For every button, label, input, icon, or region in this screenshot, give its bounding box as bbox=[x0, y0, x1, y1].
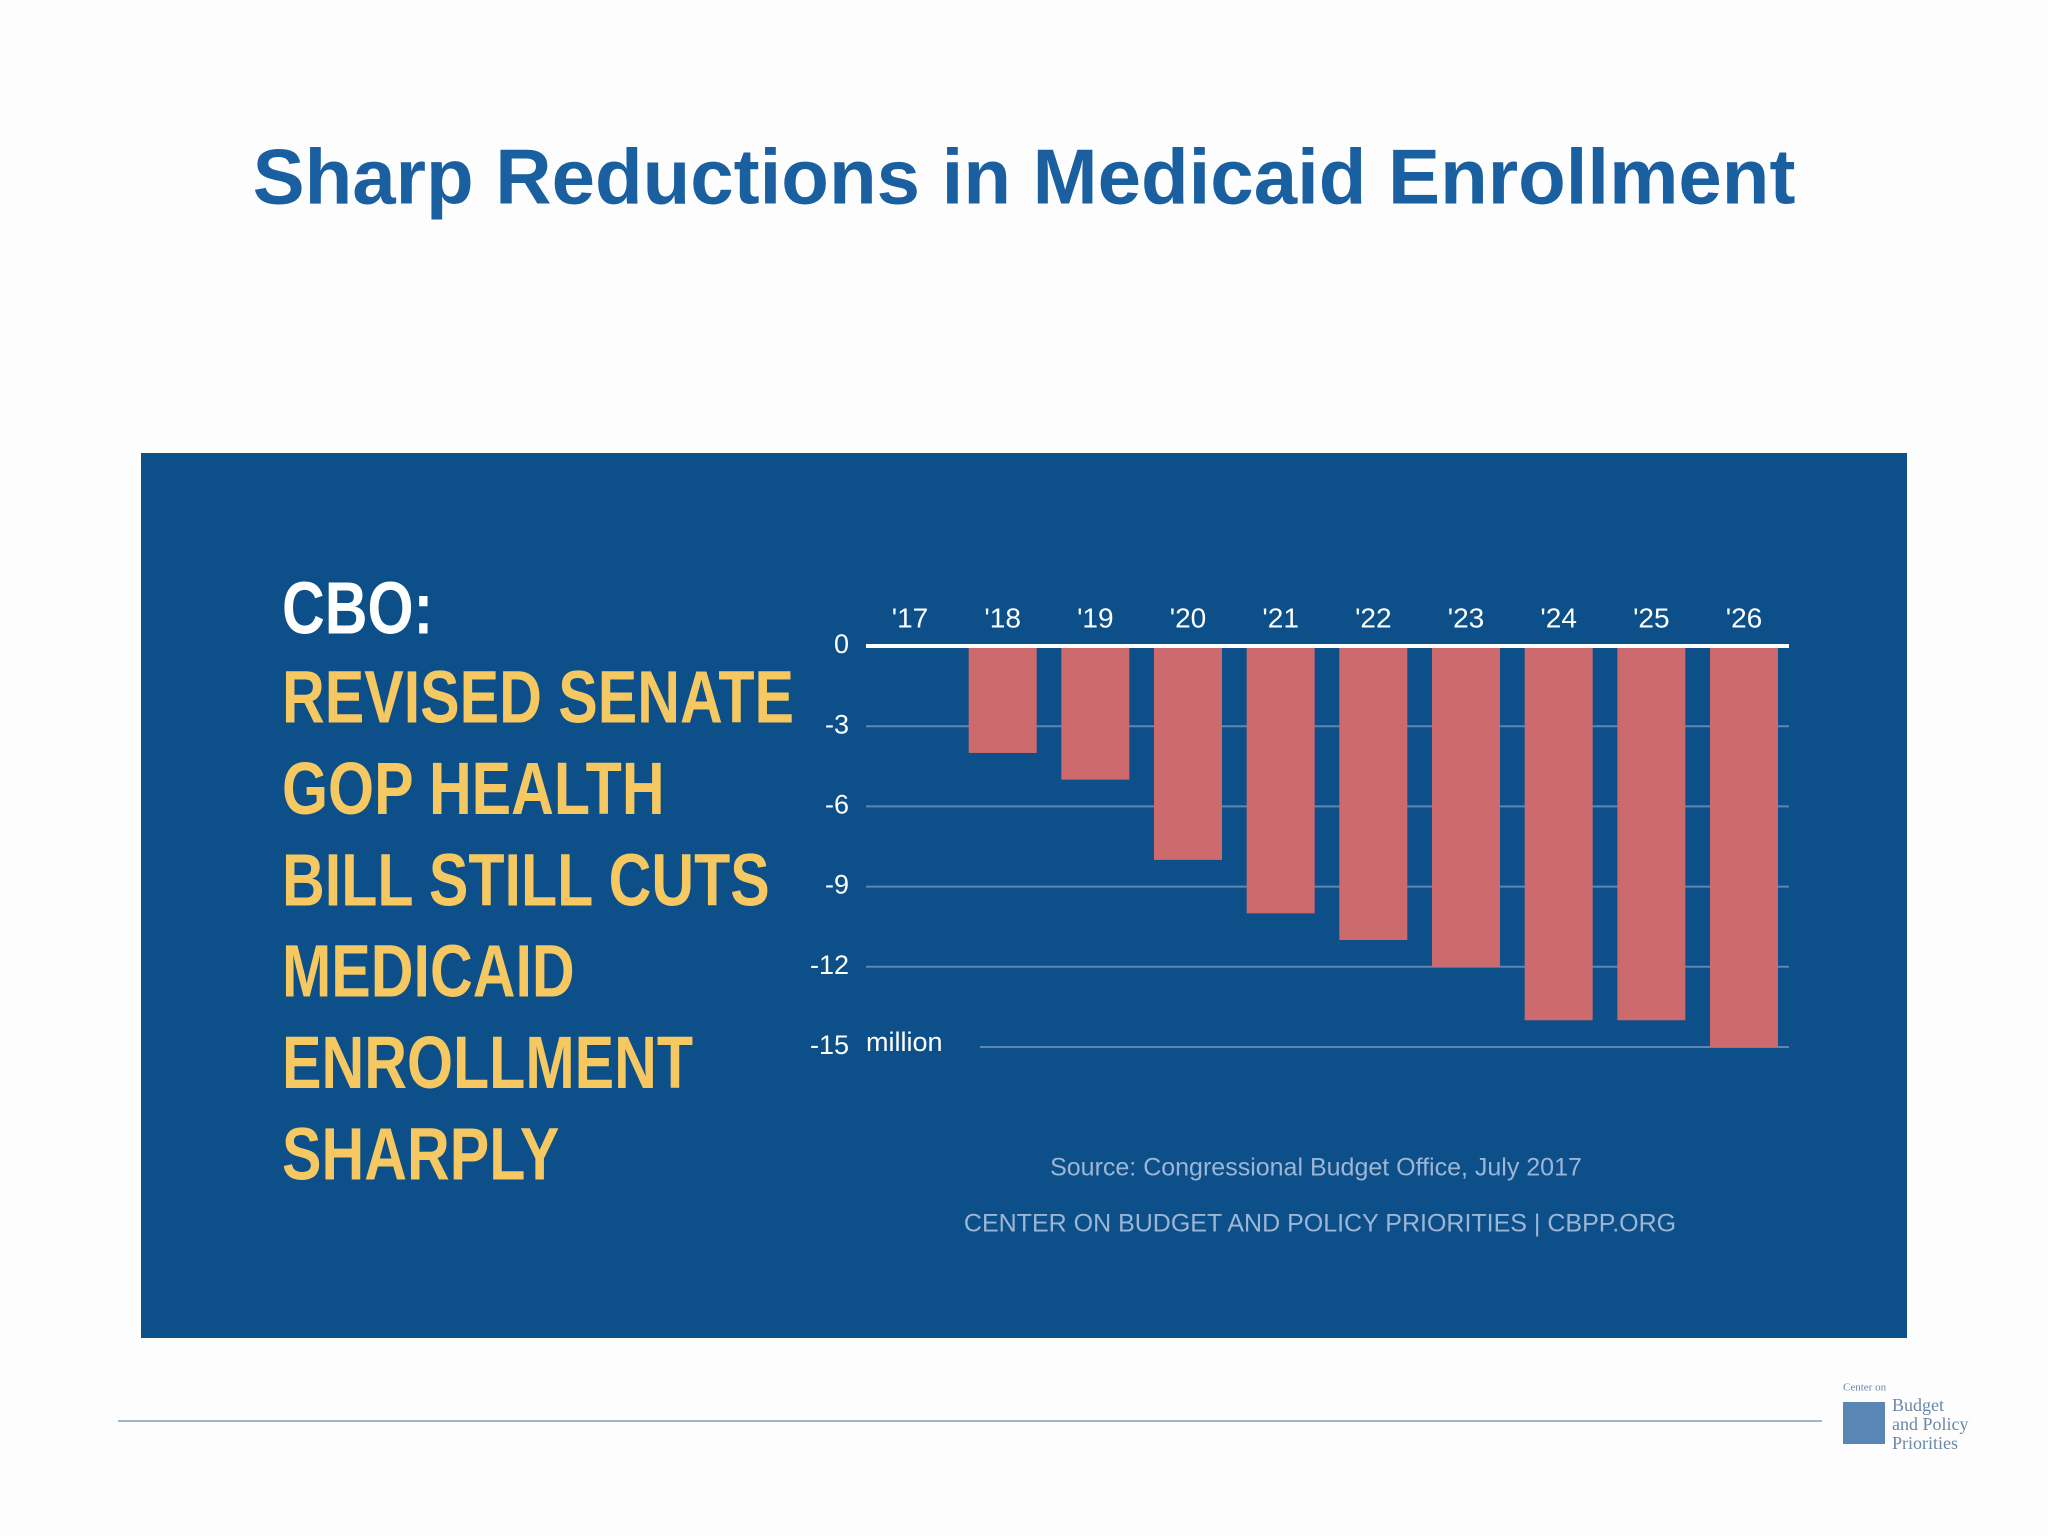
logo-mark bbox=[1843, 1402, 1885, 1444]
bar bbox=[968, 646, 1037, 753]
y-tick-label: -15 bbox=[810, 1030, 849, 1060]
y-tick-label: -9 bbox=[825, 870, 849, 900]
y-tick-label: -6 bbox=[825, 790, 849, 820]
x-tick-label: '21 bbox=[1262, 602, 1299, 633]
bar bbox=[1710, 646, 1778, 1047]
x-tick-label: '20 bbox=[1170, 602, 1207, 633]
logo-text: and Policy bbox=[1892, 1414, 1969, 1434]
logo-text: Priorities bbox=[1892, 1433, 1958, 1453]
x-tick-label: '23 bbox=[1448, 602, 1485, 633]
slide-title: Sharp Reductions in Medicaid Enrollment bbox=[253, 133, 1796, 221]
bar bbox=[1617, 646, 1686, 1021]
subheading-line: ENROLLMENT bbox=[282, 1022, 693, 1105]
subheading-line: REVISED SENATE bbox=[282, 656, 794, 739]
x-tick-label: '19 bbox=[1077, 602, 1114, 633]
x-tick-label: '24 bbox=[1540, 602, 1577, 633]
bar bbox=[1154, 646, 1222, 860]
y-unit-label: million bbox=[866, 1027, 943, 1057]
subheading-line: MEDICAID bbox=[282, 930, 575, 1013]
source-note: Source: Congressional Budget Office, Jul… bbox=[1050, 1154, 1582, 1182]
x-tick-label: '25 bbox=[1633, 602, 1670, 633]
subheading-line: SHARPLY bbox=[282, 1113, 559, 1196]
bar bbox=[1524, 646, 1593, 1021]
bar bbox=[1061, 646, 1130, 780]
logo-text: Center on bbox=[1843, 1382, 1887, 1394]
logo-text: Budget bbox=[1892, 1395, 1944, 1415]
y-tick-label: 0 bbox=[834, 629, 849, 659]
chart-heading: CBO: bbox=[282, 567, 433, 650]
bar bbox=[1246, 646, 1315, 914]
subheading-line: BILL STILL CUTS bbox=[282, 839, 770, 922]
x-tick-label: '18 bbox=[984, 602, 1021, 633]
y-tick-label: -12 bbox=[810, 950, 849, 980]
chart-panel bbox=[141, 453, 1907, 1338]
bar bbox=[1339, 646, 1408, 941]
x-tick-label: '26 bbox=[1726, 602, 1763, 633]
bar bbox=[1432, 646, 1500, 967]
x-tick-label: '17 bbox=[892, 602, 929, 633]
x-tick-label: '22 bbox=[1355, 602, 1392, 633]
subheading-line: GOP HEALTH bbox=[282, 748, 665, 831]
credit-note: CENTER ON BUDGET AND POLICY PRIORITIES |… bbox=[964, 1210, 1676, 1238]
y-tick-label: -3 bbox=[825, 709, 849, 739]
